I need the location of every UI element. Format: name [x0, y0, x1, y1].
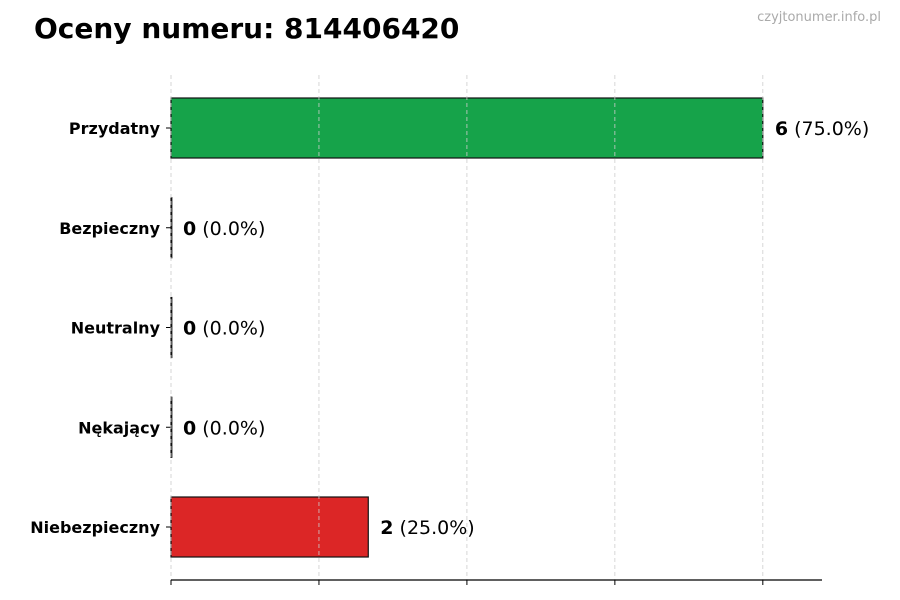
y-tick-label: Przydatny	[69, 119, 161, 138]
y-tick-label: Niebezpieczny	[30, 518, 160, 537]
y-tick-label: Nękający	[78, 418, 160, 437]
bar-niebezpieczny	[170, 496, 369, 558]
bar-bezpieczny	[170, 197, 173, 259]
y-tick-label: Bezpieczny	[59, 219, 160, 238]
data-label-count: 0	[183, 218, 196, 240]
y-tick-label: Neutralny	[71, 319, 161, 338]
data-label: 0 (0.0%)	[183, 417, 265, 439]
data-label: 6 (75.0%)	[775, 118, 869, 140]
data-label-percent: (25.0%)	[394, 517, 475, 539]
data-label-count: 0	[183, 417, 196, 439]
data-label-count: 2	[380, 517, 393, 539]
data-label-percent: (75.0%)	[788, 118, 869, 140]
data-label: 0 (0.0%)	[183, 318, 265, 340]
data-label-percent: (0.0%)	[196, 218, 265, 240]
chart-title: Oceny numeru: 814406420	[34, 12, 460, 45]
data-label-percent: (0.0%)	[196, 417, 265, 439]
data-label: 2 (25.0%)	[380, 517, 474, 539]
watermark: czyjtonumer.info.pl	[757, 10, 881, 25]
data-label-count: 6	[775, 118, 788, 140]
data-label: 0 (0.0%)	[183, 218, 265, 240]
data-label-count: 0	[183, 318, 196, 340]
data-label-percent: (0.0%)	[196, 318, 265, 340]
